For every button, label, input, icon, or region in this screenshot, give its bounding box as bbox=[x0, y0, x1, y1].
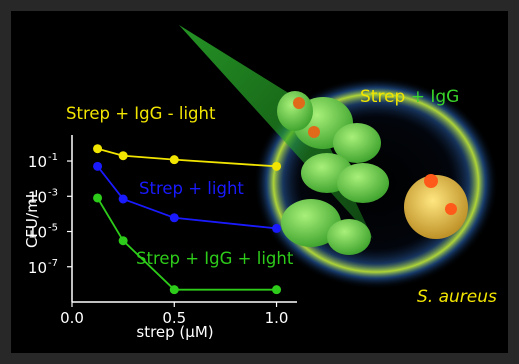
y-tick-label: 10 bbox=[28, 259, 47, 277]
series-point-strep-light bbox=[272, 223, 282, 233]
axis-ticks: 0.0 0.5 1.010-110-310-510-7 bbox=[28, 152, 289, 327]
series-point-strep-igg-light bbox=[93, 144, 103, 154]
series-point-strep-igg-light bbox=[118, 151, 128, 161]
y-axis-title: CFU/mL bbox=[23, 189, 41, 248]
x-tick-label: 0.0 bbox=[60, 309, 84, 327]
y-tick-label: 10 bbox=[28, 188, 47, 206]
x-axis-title: strep (μM) bbox=[136, 323, 213, 341]
series-labels: Strep + IgG - light Strep + light Strep + … bbox=[66, 104, 294, 268]
series-point-strep-igg-light bbox=[118, 236, 128, 246]
series-layer bbox=[93, 144, 282, 295]
series-point-strep-light bbox=[93, 161, 103, 171]
series-point-strep-igg-light bbox=[169, 285, 179, 295]
series-point-strep-igg-light bbox=[93, 193, 103, 203]
x-tick-label: 1.0 bbox=[265, 309, 289, 327]
annotation-strep: Strep bbox=[360, 87, 405, 107]
annotation-organism: S. aureus bbox=[417, 287, 497, 307]
annotation-plus-igg: + IgG bbox=[405, 87, 459, 107]
figure-svg: Strep + IgG S. aureus CFU/mL strep (μM) … bbox=[23, 25, 498, 341]
y-tick-label: 10 bbox=[28, 153, 47, 171]
annotation-strep-igg: Strep + IgG bbox=[360, 87, 459, 107]
y-tick-exponent: -3 bbox=[48, 187, 58, 198]
chart: CFU/mL strep (μM) 0.0 0.5 1.010 -110 -310 -51… bbox=[23, 104, 297, 341]
series-point-strep-igg-light bbox=[169, 155, 179, 165]
y-tick-exponent: -1 bbox=[48, 152, 58, 163]
series-label-strep-igg-light: Strep + IgG - light bbox=[66, 104, 216, 123]
figure-panel: Strep + IgG S. aureus CFU/mL strep (μM) … bbox=[11, 11, 508, 353]
series-line-strep-light bbox=[96, 165, 277, 230]
y-tick-exponent: -7 bbox=[48, 258, 58, 269]
series-label-strep-light: Strep + light bbox=[139, 179, 244, 198]
y-tick-label: 10 bbox=[28, 224, 47, 242]
x-tick-label: 0.5 bbox=[162, 309, 186, 327]
series-line-strep-igg-light bbox=[97, 147, 277, 168]
series-point-strep-igg-light bbox=[272, 161, 282, 171]
series-point-strep-light bbox=[118, 194, 128, 204]
series-line-strep-igg-light bbox=[96, 197, 277, 291]
y-tick-exponent: -5 bbox=[48, 223, 58, 234]
series-label-strep-igg-light: Strep + IgG + light bbox=[136, 249, 294, 268]
igg-protein-complex bbox=[277, 91, 468, 255]
series-point-strep-igg-light bbox=[272, 285, 282, 295]
series-point-strep-light bbox=[169, 213, 179, 223]
